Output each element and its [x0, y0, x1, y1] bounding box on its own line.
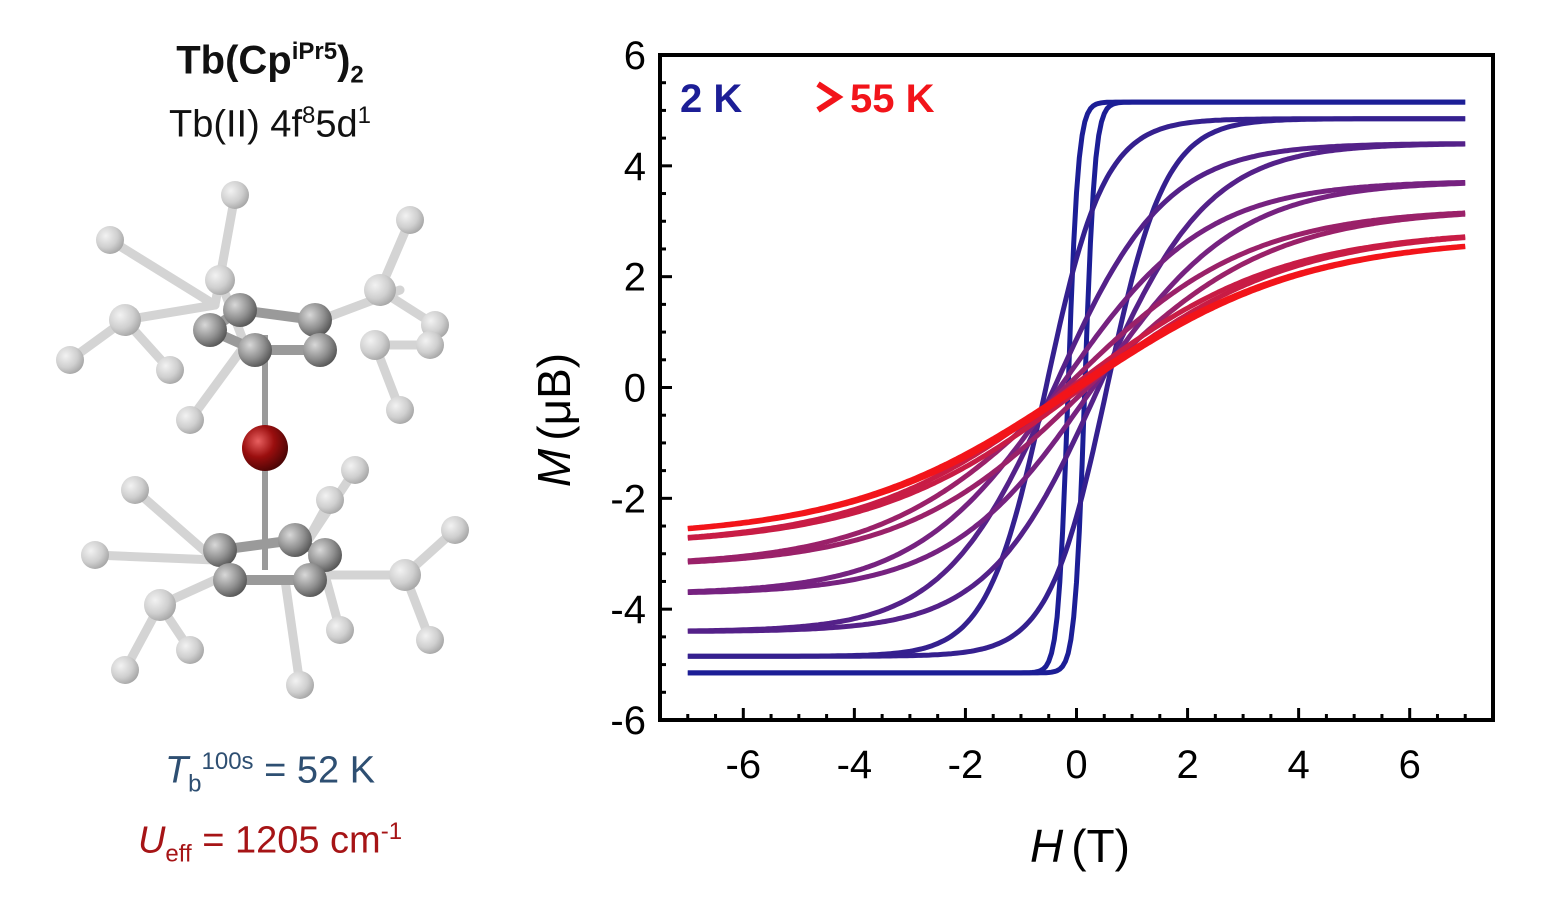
curves-group: [687, 99, 1466, 676]
compound-formula: Tb(CpiPr5)2: [176, 38, 364, 89]
curve-2K-ascending: [687, 99, 1466, 676]
x-axis-label: H (T): [1030, 820, 1130, 872]
y-tick-label: -4: [610, 588, 646, 632]
x-tick-label: 0: [1065, 743, 1087, 787]
curve-35K-ascending: [687, 211, 1466, 565]
curve-15K-descending: [687, 141, 1466, 634]
molecule-structure-image: [56, 181, 469, 699]
curve-25K-descending: [687, 180, 1466, 595]
x-tick-label: 2: [1176, 743, 1198, 787]
x-tick-label: -4: [837, 743, 873, 787]
axes-group: -6 -4 -2 0 2 4 6 -6 -4 -2 0 2 4 6: [610, 34, 1467, 787]
x-tick-label: 4: [1288, 743, 1310, 787]
y-tick-label: 4: [624, 145, 646, 189]
y-tick-label: 0: [624, 367, 646, 411]
curve-55K-ascending: [687, 244, 1466, 532]
y-axis-label: M(μB): [528, 353, 580, 487]
electron-configuration: Tb(II) 4f85d1: [168, 102, 372, 146]
curve-15K-ascending: [687, 141, 1466, 634]
legend-arrow-head-icon: [816, 81, 844, 113]
curve-35K-descending: [687, 210, 1466, 564]
y-tick-label: 6: [624, 34, 646, 78]
left-panel: Tb(CpiPr5)2 Tb(II) 4f85d1: [0, 0, 540, 900]
x-tick-label: 6: [1399, 743, 1421, 787]
curve-25K-ascending: [687, 180, 1466, 595]
y-tick-label: 2: [624, 256, 646, 300]
y-tick-label: -6: [610, 699, 646, 743]
curve-8K-ascending: [687, 116, 1466, 659]
energy-barrier-label: Ueff = 1205 cm-1: [137, 818, 403, 868]
blocking-temperature-label: Tb100s = 52 K: [164, 748, 376, 798]
terbium-atom-icon: [242, 425, 288, 471]
legend-end-label: 55 K: [850, 77, 935, 121]
legend-start-label: 2 K: [680, 77, 742, 121]
x-tick-label: -2: [948, 743, 984, 787]
x-tick-label: -6: [726, 743, 762, 787]
y-tick-label: -2: [610, 477, 646, 521]
